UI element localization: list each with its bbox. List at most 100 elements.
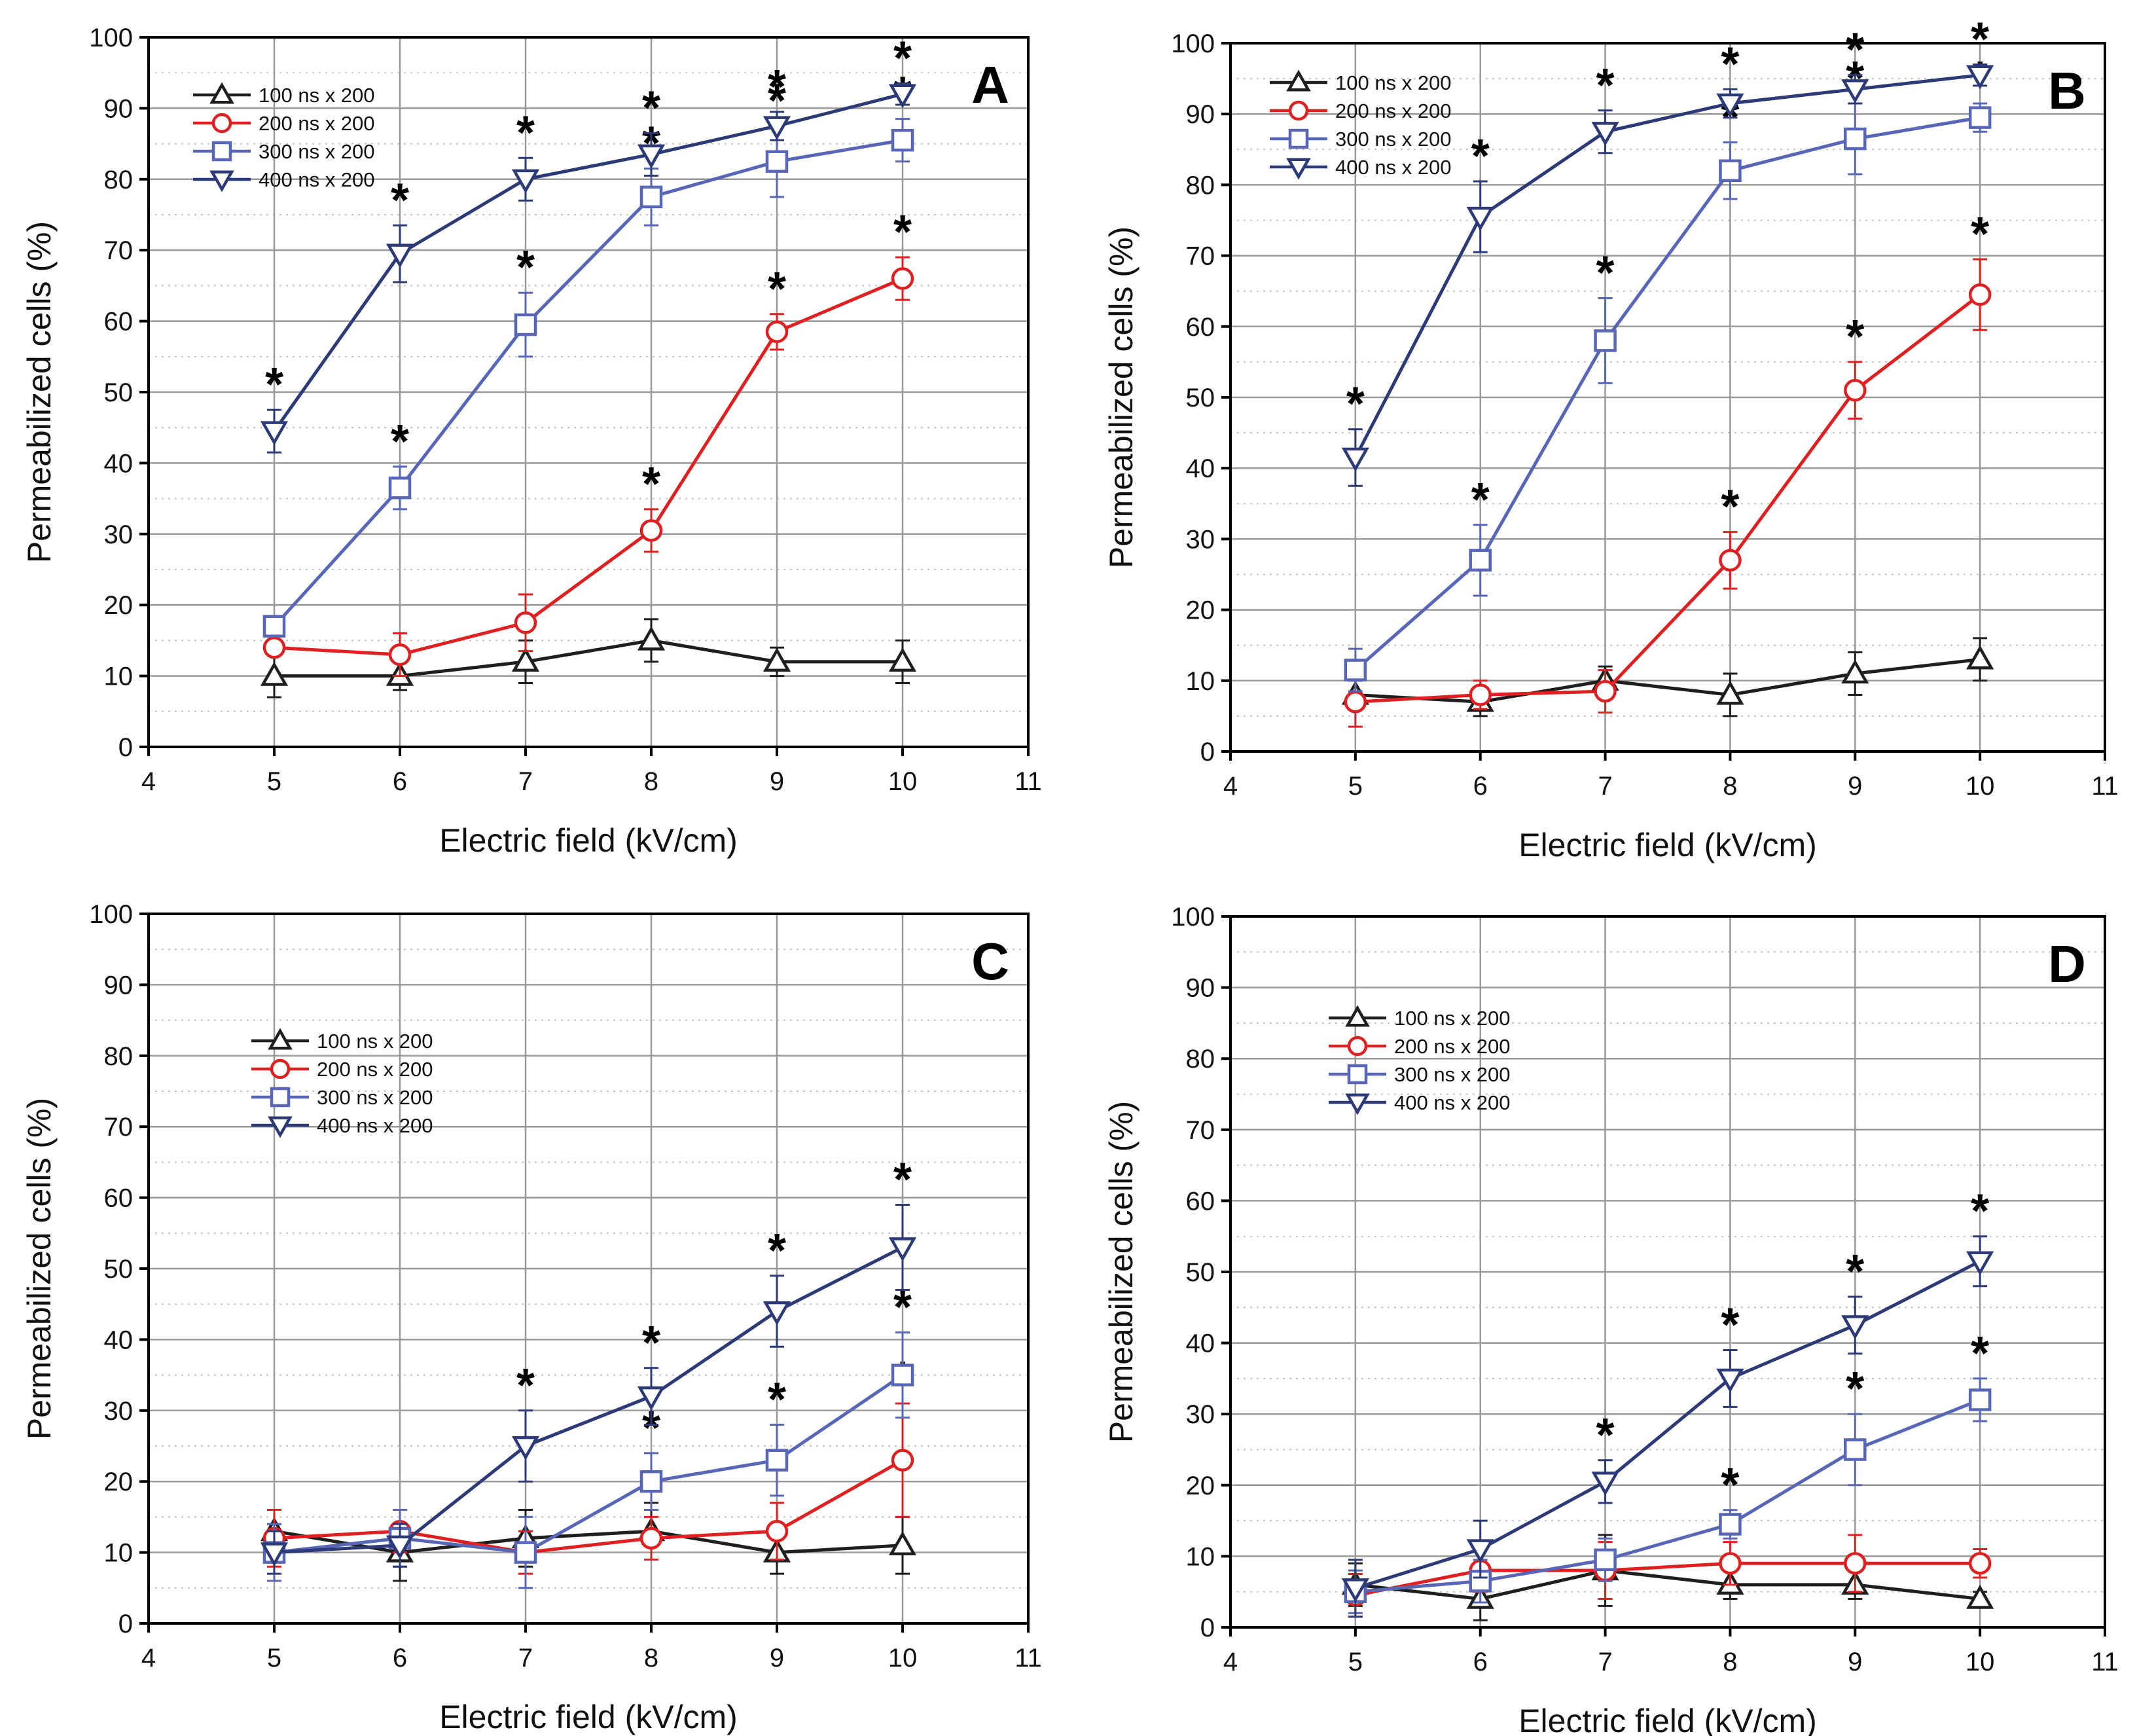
y-tick-label: 0: [118, 733, 133, 762]
legend-marker: [1288, 128, 1309, 149]
series-s400: * * * * * *: [260, 32, 917, 454]
x-tick-label: 5: [1348, 772, 1363, 801]
series-line: [1354, 73, 1981, 459]
data-point: [1341, 1578, 1369, 1603]
data-point: [260, 661, 289, 686]
legend-label: 300 ns x 200: [1335, 128, 1452, 151]
y-axis-label: Permeabilized cells (%): [21, 1098, 58, 1439]
series-line: [1355, 293, 1981, 704]
y-tick-label: 20: [1186, 596, 1215, 625]
significance-star: *: [1471, 474, 1490, 526]
data-point: [1966, 1251, 1994, 1276]
data-point: [1594, 1548, 1617, 1572]
data-point: [639, 1470, 663, 1493]
x-tick-label: 6: [393, 1644, 407, 1673]
x-tick-label: 10: [1966, 1648, 1995, 1676]
y-tick-label: 100: [1171, 903, 1215, 931]
y-tick-label: 80: [1186, 171, 1215, 200]
y-tick-label: 40: [104, 449, 134, 478]
y-tick-label: 40: [1186, 454, 1215, 483]
series-s200: *: [262, 1352, 914, 1575]
data-point: [1841, 1315, 1869, 1340]
y-tick-label: 80: [104, 1042, 134, 1071]
significance-star: *: [768, 1373, 786, 1426]
legend-item: 200 ns x 200: [1329, 1035, 1511, 1058]
legend-item: 400 ns x 200: [193, 168, 375, 192]
legend-label: 200 ns x 200: [317, 1058, 433, 1081]
series-line: [1355, 1568, 1981, 1601]
legend-item: 100 ns x 200: [251, 1028, 433, 1053]
legend-label: 300 ns x 200: [259, 140, 375, 163]
data-point: [888, 1530, 917, 1555]
data-point: [1469, 683, 1492, 706]
y-tick-label: 90: [104, 94, 134, 123]
significance-star: *: [1471, 130, 1490, 183]
significance-star: *: [1346, 378, 1365, 431]
significance-star: *: [642, 82, 660, 134]
y-tick-label: 90: [1186, 974, 1215, 1003]
data-point: [1968, 1552, 1992, 1575]
x-tick-label: 10: [1966, 772, 1995, 801]
legend-item: 400 ns x 200: [1270, 156, 1452, 180]
legend-marker: [270, 1058, 291, 1079]
x-tick-label: 4: [141, 767, 156, 796]
data-point: [1466, 206, 1494, 231]
x-axis-label: Electric field (kV/cm): [1518, 1703, 1817, 1736]
legend-item: 200 ns x 200: [193, 112, 375, 135]
legend-item: 300 ns x 200: [251, 1086, 433, 1109]
data-point: [388, 477, 412, 499]
legend-item: 300 ns x 200: [1270, 128, 1452, 151]
legend-marker: [209, 170, 234, 192]
legend-marker: [1286, 69, 1311, 92]
significance-star: *: [391, 174, 409, 226]
legend-marker: [1288, 100, 1309, 121]
series-s400: * * * *: [260, 1153, 917, 1575]
data-point: [888, 84, 917, 109]
y-tick-label: 20: [104, 1468, 134, 1496]
panel-label: C: [971, 932, 1009, 990]
legend-marker: [270, 1087, 291, 1108]
data-point: [514, 611, 537, 634]
significance-star: *: [768, 61, 786, 113]
data-point: [891, 128, 914, 152]
x-tick-label: 4: [1223, 772, 1238, 801]
x-tick-label: 8: [644, 767, 658, 796]
series-s300: * * *: [1344, 1328, 1992, 1614]
x-tick-label: 10: [888, 1644, 918, 1673]
legend-label: 400 ns x 200: [317, 1114, 433, 1137]
series-line: [272, 92, 903, 433]
data-point: [891, 1364, 914, 1386]
data-point: [1344, 659, 1367, 681]
panel-label: D: [2048, 935, 2086, 993]
significance-star: *: [768, 263, 786, 316]
data-point: [514, 313, 537, 336]
x-tick-label: 5: [1348, 1648, 1363, 1676]
y-tick-label: 30: [104, 520, 134, 549]
data-point: [1844, 378, 1867, 402]
significance-star: *: [1721, 38, 1739, 90]
x-tick-label: 9: [1848, 1648, 1862, 1676]
significance-star: *: [768, 1225, 786, 1277]
y-tick-label: 60: [104, 308, 134, 336]
y-tick-label: 90: [1186, 100, 1215, 129]
data-point: [1719, 1513, 1742, 1536]
data-point: [386, 1535, 414, 1560]
series-s100: [260, 618, 917, 698]
data-point: [262, 615, 286, 638]
legend: 100 ns x 200 200 ns x 200 300 ns x 200 400 …: [193, 82, 375, 192]
x-tick-label: 6: [393, 767, 407, 796]
x-tick-label: 5: [267, 1644, 281, 1673]
x-tick-label: 8: [1723, 772, 1737, 801]
significance-star: *: [1846, 311, 1864, 363]
legend-item: 300 ns x 200: [1329, 1063, 1511, 1086]
y-tick-label: 0: [1200, 738, 1215, 767]
data-point: [1469, 549, 1492, 572]
y-tick-label: 80: [1186, 1045, 1215, 1074]
x-tick-label: 11: [1015, 767, 1042, 796]
legend-label: 100 ns x 200: [1394, 1007, 1511, 1030]
legend-label: 200 ns x 200: [1335, 99, 1452, 122]
series-line: [274, 1529, 903, 1555]
y-tick-label: 10: [1186, 1542, 1215, 1571]
data-point: [1344, 691, 1367, 714]
significance-star: *: [642, 1317, 660, 1369]
